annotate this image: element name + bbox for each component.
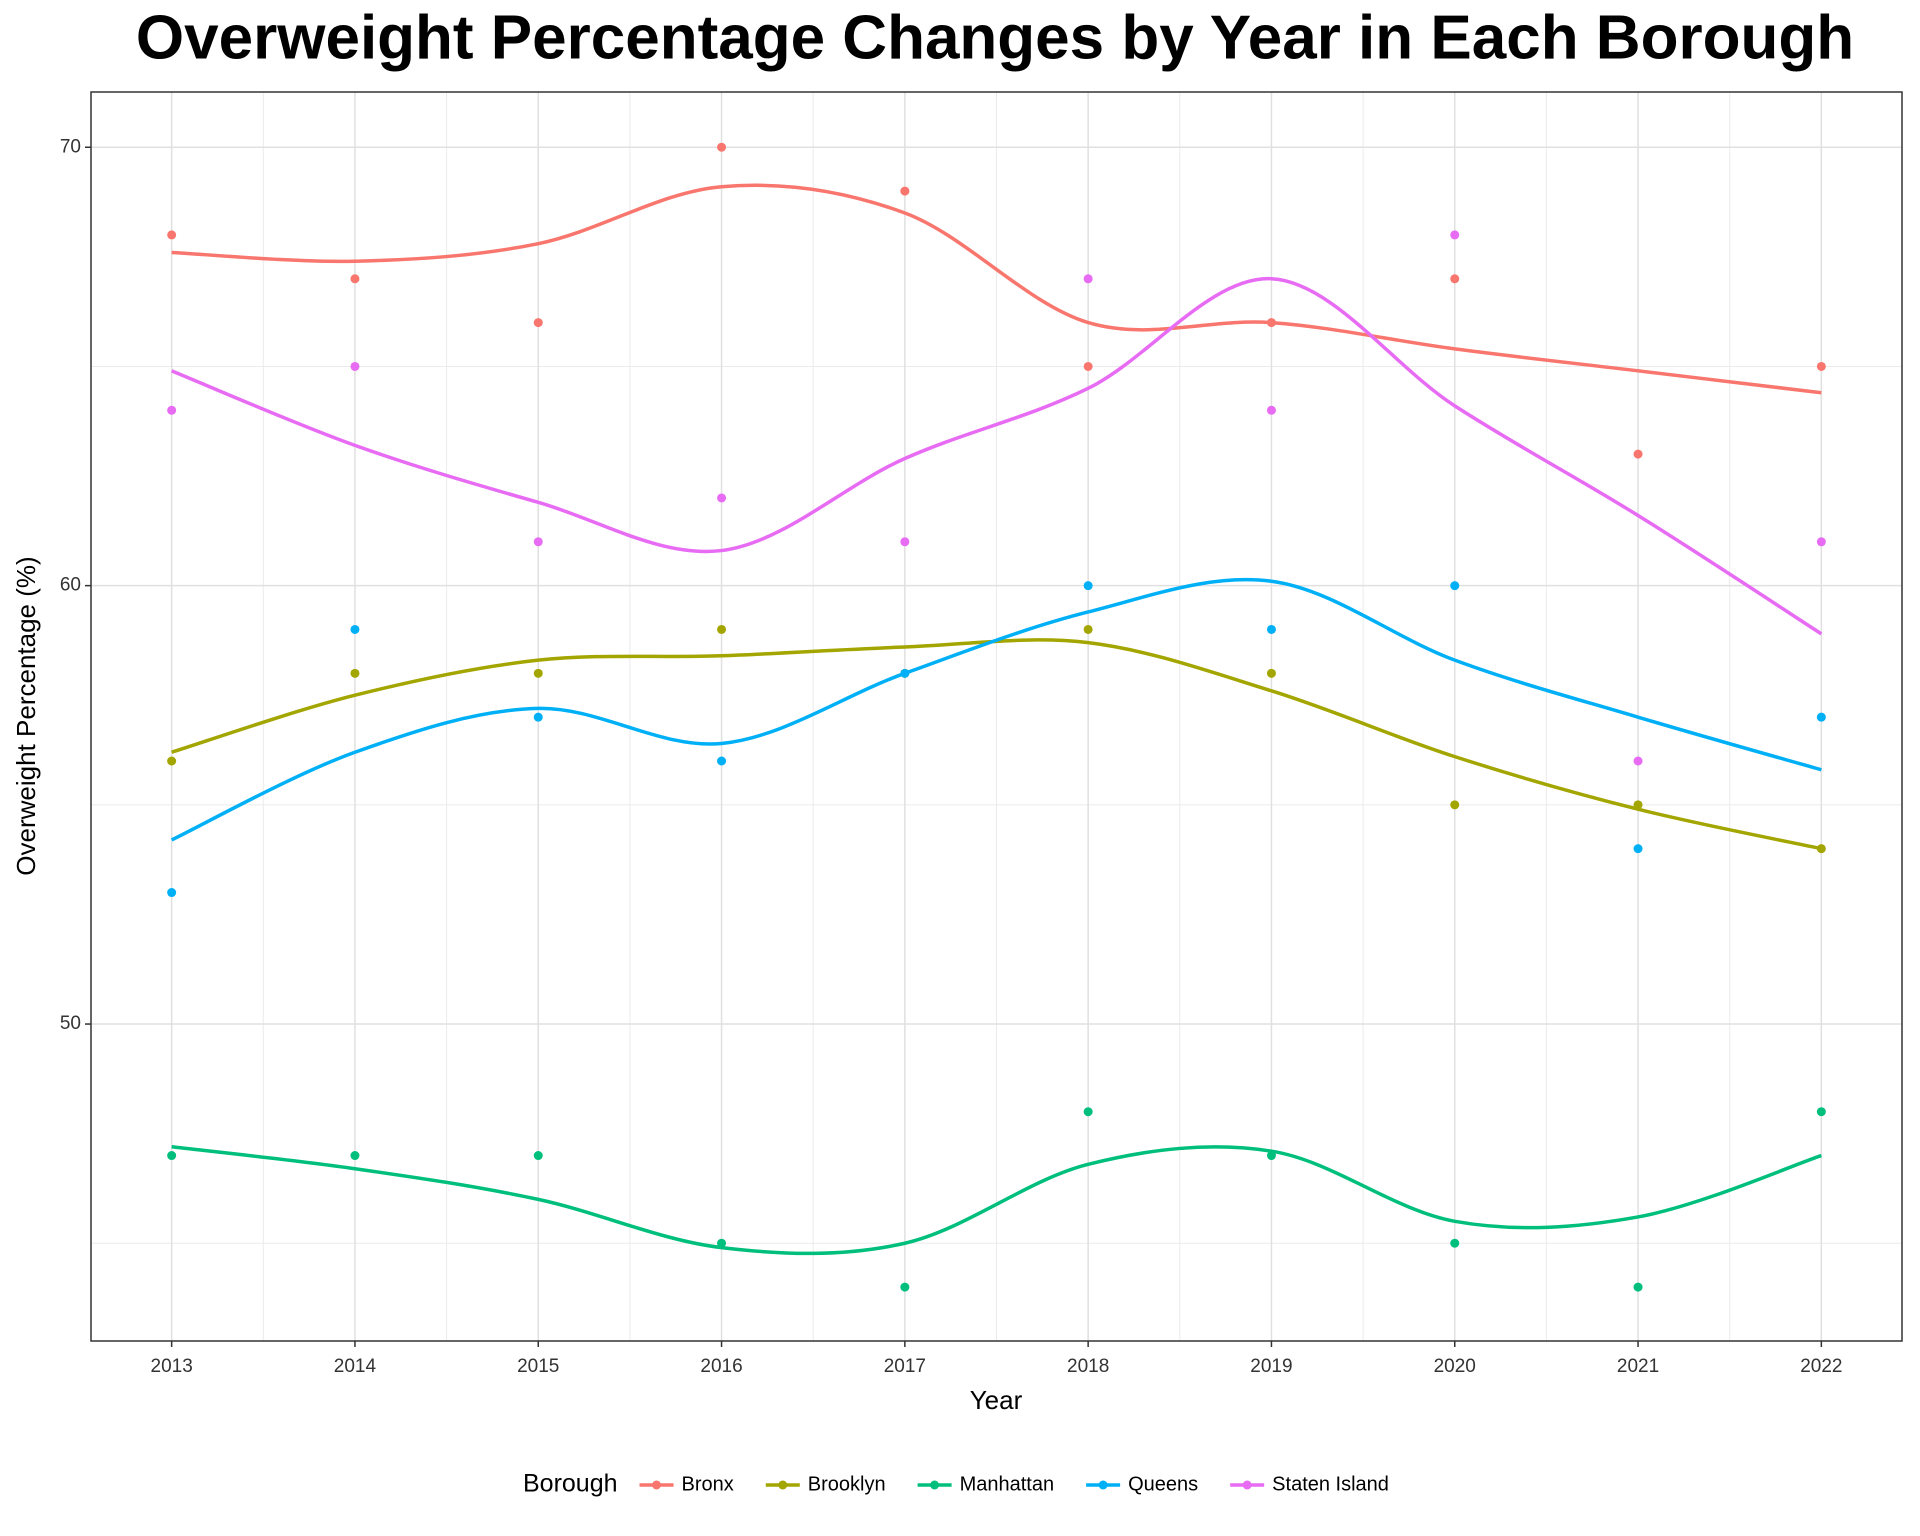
- legend-key-point: [1242, 1480, 1252, 1490]
- legend-label: Queens: [1128, 1473, 1198, 1495]
- y-tick-label: 50: [60, 1013, 81, 1034]
- data-point: [350, 668, 360, 678]
- data-point: [1633, 449, 1643, 459]
- data-point: [167, 230, 177, 240]
- data-point: [1266, 624, 1276, 634]
- data-point: [350, 624, 360, 634]
- data-point: [1266, 668, 1276, 678]
- data-point: [717, 142, 727, 152]
- smooth-line: [170, 277, 1823, 636]
- data-point: [900, 186, 910, 196]
- data-point: [900, 1282, 910, 1292]
- y-axis-label: Overweight Percentage (%): [11, 556, 41, 875]
- legend-key-point: [930, 1480, 940, 1490]
- smooth-line: [171, 1145, 1822, 1256]
- smooth-line: [170, 577, 1822, 842]
- data-point: [717, 493, 727, 503]
- data-point: [1266, 405, 1276, 415]
- data-point: [1450, 274, 1460, 284]
- data-point: [1816, 361, 1826, 371]
- data-point: [717, 1238, 727, 1248]
- data-point: [533, 537, 543, 547]
- data-point: [350, 361, 360, 371]
- x-tick-label: 2013: [151, 1356, 193, 1377]
- x-axis-label: Year: [970, 1385, 1023, 1415]
- legend-title: Borough: [523, 1470, 618, 1498]
- x-tick-label: 2015: [517, 1356, 559, 1377]
- x-tick-label: 2020: [1434, 1356, 1476, 1377]
- data-point: [1083, 1107, 1093, 1117]
- data-point: [167, 405, 177, 415]
- y-tick-label: 60: [60, 575, 81, 596]
- x-tick-label: 2016: [700, 1356, 742, 1377]
- y-tick-label: 70: [60, 136, 81, 157]
- data-point: [1450, 230, 1460, 240]
- smooth-line: [171, 183, 1822, 395]
- data-point: [1083, 624, 1093, 634]
- data-point: [1633, 844, 1643, 854]
- legend-label: Manhattan: [960, 1473, 1055, 1495]
- legend-key-point: [652, 1480, 662, 1490]
- data-point: [167, 888, 177, 898]
- legend-label: Bronx: [682, 1473, 734, 1495]
- data-point: [533, 318, 543, 328]
- data-point: [167, 1151, 177, 1161]
- data-point: [1450, 581, 1460, 591]
- plot-border: [90, 91, 1903, 1342]
- x-tick-label: 2014: [334, 1356, 377, 1377]
- data-point: [1816, 1107, 1826, 1117]
- x-tick-label: 2021: [1617, 1356, 1659, 1377]
- data-point: [167, 756, 177, 766]
- data-point: [350, 274, 360, 284]
- data-point: [1816, 537, 1826, 547]
- data-point: [1633, 1282, 1643, 1292]
- data-point: [350, 1151, 360, 1161]
- x-tick-label: 2018: [1067, 1356, 1109, 1377]
- data-point: [1450, 800, 1460, 810]
- x-tick-label: 2017: [884, 1356, 926, 1377]
- data-point: [1633, 756, 1643, 766]
- data-point: [1450, 1238, 1460, 1248]
- data-point: [1083, 274, 1093, 284]
- data-point: [1083, 361, 1093, 371]
- legend-key-point: [1098, 1480, 1108, 1490]
- data-point: [717, 624, 727, 634]
- legend-label: Brooklyn: [808, 1473, 886, 1495]
- x-tick-label: 2022: [1800, 1356, 1842, 1377]
- data-point: [1083, 581, 1093, 591]
- x-tick-label: 2019: [1250, 1356, 1292, 1377]
- legend-label: Staten Island: [1272, 1473, 1389, 1495]
- data-point: [533, 712, 543, 722]
- chart-title: Overweight Percentage Changes by Year in…: [136, 3, 1854, 72]
- legend-key-point: [778, 1480, 788, 1490]
- data-point: [900, 537, 910, 547]
- data-point: [533, 668, 543, 678]
- data-point: [717, 756, 727, 766]
- data-point: [1816, 712, 1826, 722]
- data-point: [533, 1151, 543, 1161]
